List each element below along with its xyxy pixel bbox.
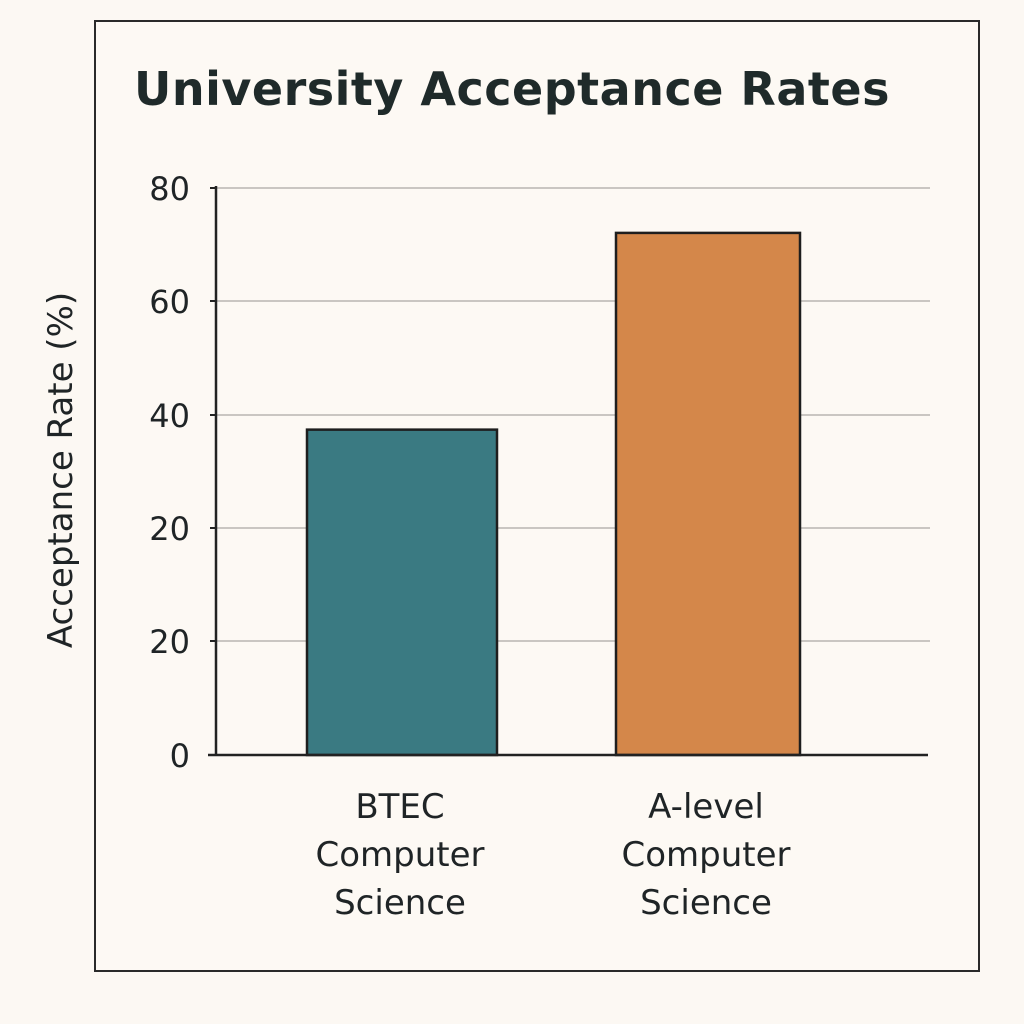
bar: [305, 428, 499, 757]
axes: [208, 186, 928, 757]
y-tick-label: 20: [149, 510, 190, 548]
bar: [614, 231, 802, 757]
chart-frame: [94, 20, 980, 972]
y-tick-label: 40: [149, 397, 190, 435]
y-tick-labels: 80 60 40 20 20 0: [149, 170, 216, 775]
y-tick-label: 0: [170, 737, 190, 775]
y-axis-label: Acceptance Rate (%): [41, 292, 81, 648]
y-tick-label: 60: [149, 283, 190, 321]
x-tick-label: BTEC Computer Science: [315, 787, 484, 923]
bars: [305, 231, 802, 757]
x-tick-labels: BTEC Computer Science A-level Computer Scienc…: [315, 787, 790, 923]
chart-title: University Acceptance Rates: [134, 62, 890, 116]
x-tick-label: A-level Computer Science: [621, 787, 790, 923]
y-tick-label: 20: [149, 623, 190, 661]
y-tick-label: 80: [149, 170, 190, 208]
